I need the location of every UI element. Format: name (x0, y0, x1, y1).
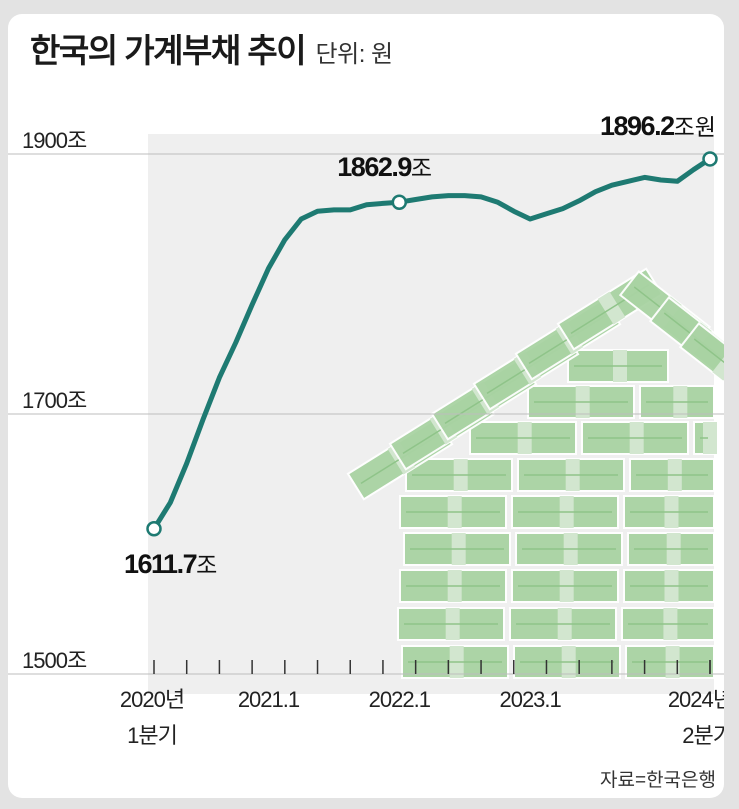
money-bundle (401, 645, 509, 679)
data-label: 1896.2조원 (600, 111, 716, 141)
money-bundle (629, 458, 715, 492)
money-bundle (509, 607, 617, 641)
y-tick-label: 1500조 (22, 648, 87, 673)
money-bundle (625, 645, 715, 679)
money-bundle (515, 532, 623, 566)
money-bundle (678, 322, 724, 404)
data-label-unit: 조 (196, 552, 217, 578)
source-note: 자료=한국은행 (600, 770, 716, 791)
money-bundle (627, 532, 715, 566)
x-tick-label-line2: 1분기 (127, 723, 177, 748)
x-tick-label: 2020년 (120, 687, 184, 712)
data-label-value: 1611.7 (124, 549, 197, 579)
x-tick-label-line2: 2분기 (682, 723, 724, 748)
money-bundle (639, 385, 715, 419)
data-label-value: 1896.2 (600, 111, 674, 141)
y-axis-ticks: 1900조 1700조 1500조 (22, 128, 88, 673)
x-axis-ticks: 2020년 1분기 2021.1 2022.1 2023.1 2024년 2분기 (120, 660, 724, 748)
unit-label: 단위: 원 (315, 41, 394, 68)
money-bundle (517, 458, 625, 492)
x-tick-label: 2022.1 (369, 687, 431, 712)
money-house-illustration (346, 267, 724, 679)
money-bundle (403, 532, 511, 566)
data-label-unit: 조 (411, 155, 432, 181)
data-point-marker (391, 194, 408, 210)
money-bundle (405, 458, 513, 492)
money-bundle (399, 569, 507, 603)
money-bundle (621, 607, 715, 641)
gridlines (8, 153, 724, 675)
data-point-marker (702, 151, 718, 167)
x-tick-label: 2024년 (668, 687, 724, 712)
money-bundle (513, 645, 621, 679)
money-bundle (567, 349, 669, 383)
data-label: 1611.7조 (124, 549, 217, 579)
series-line (151, 156, 713, 532)
data-label-unit: 조원 (674, 114, 716, 140)
chart-card: 한국의 가계부채 추이 단위: 원 1900조 1700조 1500조 2020년 1… (8, 14, 724, 798)
money-bundle (693, 421, 717, 455)
x-tick-label: 2023.1 (499, 687, 561, 712)
series-group (151, 156, 713, 532)
money-bundle (399, 495, 507, 529)
money-bundle (623, 569, 715, 603)
money-bundle (527, 385, 635, 419)
money-bundle (511, 495, 619, 529)
chart-title: 한국의 가계부채 추이 (30, 32, 307, 69)
y-tick-label: 1900조 (22, 128, 87, 153)
money-bundle (623, 495, 715, 529)
x-tick-label: 2021.1 (238, 687, 300, 712)
money-bundle (397, 607, 505, 641)
title-row: 한국의 가계부채 추이 단위: 원 (30, 24, 393, 72)
money-bundle (581, 421, 689, 455)
data-label-value: 1862.9 (337, 152, 412, 182)
data-point-marker (146, 521, 162, 537)
y-tick-label: 1700조 (22, 388, 87, 413)
money-bundle (511, 569, 619, 603)
money-bundle (469, 421, 577, 455)
line-chart: 1900조 1700조 1500조 2020년 1분기 2021.1 2022.1 2023… (8, 111, 724, 748)
data-label: 1862.9조 (337, 152, 432, 182)
